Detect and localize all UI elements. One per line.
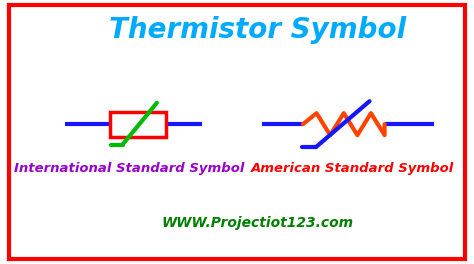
- Text: International Standard Symbol: International Standard Symbol: [14, 162, 244, 175]
- Bar: [109, 112, 165, 136]
- Text: American Standard Symbol: American Standard Symbol: [251, 162, 454, 175]
- Text: WWW.Projectiot123.com: WWW.Projectiot123.com: [162, 216, 354, 230]
- Text: Thermistor Symbol: Thermistor Symbol: [109, 16, 406, 44]
